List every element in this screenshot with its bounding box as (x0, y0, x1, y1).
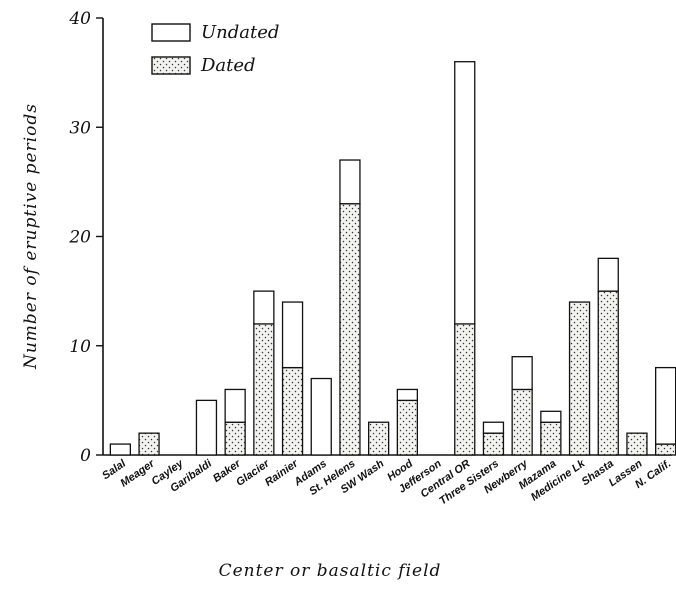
legend-label-undated: Undated (201, 22, 279, 43)
bar-dated (454, 323, 476, 456)
y-tick-label: 40 (68, 9, 91, 29)
bar-dated (367, 421, 390, 456)
y-tick-label: 10 (69, 337, 91, 357)
bar-undated (310, 377, 332, 456)
bars (109, 61, 676, 456)
bar-dated (626, 432, 648, 456)
x-axis-category-labels: SalalMeagerCayleyGaribaldiBakerGlacierRa… (100, 457, 673, 507)
bar-dated (339, 203, 361, 456)
bar-dated (540, 421, 562, 456)
bar-dated (253, 323, 275, 456)
bar-undated (511, 356, 533, 391)
y-tick-label: 30 (69, 118, 91, 138)
bar-dated (224, 421, 246, 456)
bar-dated (396, 399, 419, 456)
y-tick-label: 20 (68, 228, 91, 248)
bar-undated (253, 290, 275, 325)
y-axis-title: Number of eruptive periods (21, 103, 41, 370)
bar-undated (109, 443, 131, 456)
bar-undated (195, 399, 218, 456)
bar-dated (597, 290, 619, 456)
bar-dated (511, 388, 533, 456)
y-axis-ticks: 0 10 20 30 40 (68, 9, 103, 466)
bar-undated (482, 421, 505, 434)
bar-dated (281, 366, 304, 456)
bar-undated (540, 410, 562, 423)
x-axis-title: Center or basaltic field (219, 561, 442, 581)
legend-label-dated: Dated (200, 55, 256, 76)
bar-dated (568, 301, 591, 456)
legend-swatch-undated (151, 23, 191, 42)
bar-undated (396, 388, 419, 402)
bar-dated (482, 432, 505, 456)
y-tick-label: 0 (80, 446, 91, 466)
bar-dated (655, 443, 676, 456)
bar-undated (281, 301, 304, 369)
bar-undated (454, 61, 476, 325)
legend: Undated Dated (151, 22, 279, 76)
bar-undated (339, 159, 361, 205)
bar-undated (655, 366, 676, 445)
bar-undated (224, 388, 246, 423)
bar-dated (138, 432, 160, 456)
legend-swatch-dated (151, 56, 191, 75)
bar-undated (597, 257, 619, 292)
